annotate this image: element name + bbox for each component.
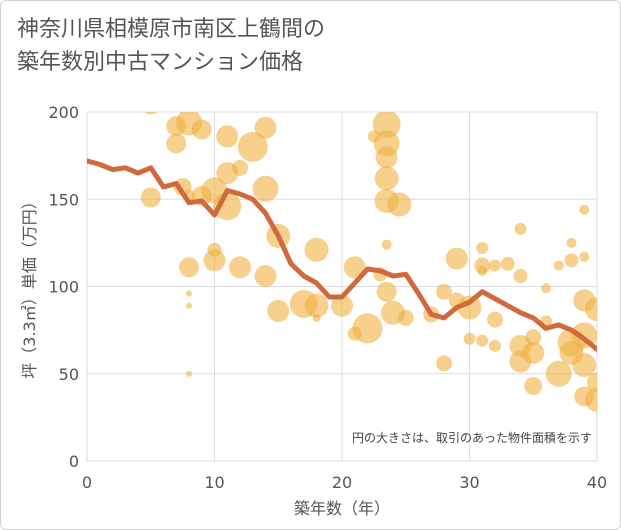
y-axis-label: 坪（3.3㎡）単価（万円）	[20, 193, 39, 378]
data-bubble	[186, 370, 192, 377]
data-bubble	[585, 387, 597, 412]
data-bubble	[375, 146, 398, 169]
data-bubble	[397, 309, 414, 326]
data-bubble	[587, 372, 597, 393]
data-bubble	[513, 269, 528, 284]
data-bubble	[352, 313, 383, 344]
y-tick-label: 0	[69, 452, 79, 471]
data-bubble	[489, 259, 501, 272]
data-bubble	[254, 116, 277, 139]
data-bubble	[579, 204, 590, 215]
data-bubble	[457, 295, 482, 320]
x-tick-label: 40	[587, 473, 607, 492]
data-bubble	[436, 355, 452, 372]
data-bubble	[312, 313, 321, 322]
y-tick-label: 100	[48, 278, 79, 297]
data-bubble	[476, 334, 489, 347]
data-bubble	[144, 112, 158, 115]
data-bubble	[522, 341, 545, 364]
data-bubble	[343, 256, 366, 279]
x-tick-label: 10	[204, 473, 224, 492]
data-bubble	[166, 133, 187, 154]
average-price-line	[87, 158, 597, 352]
chart-title-line-2: 築年数別中古マンション価格	[17, 50, 304, 75]
data-bubble	[229, 256, 251, 279]
data-bubble	[514, 222, 527, 235]
data-bubble	[585, 297, 597, 322]
x-tick-label: 30	[459, 473, 479, 492]
data-bubble	[216, 125, 239, 148]
data-bubble	[140, 187, 161, 208]
data-bubble	[254, 265, 277, 288]
data-bubble	[372, 112, 401, 139]
bubble-layer	[140, 112, 597, 412]
data-bubble	[376, 281, 397, 302]
data-bubble	[207, 242, 222, 257]
data-bubble	[476, 242, 489, 255]
chart-title: 神奈川県相模原市南区上鶴間の 築年数別中古マンション価格	[17, 13, 325, 79]
data-bubble	[436, 283, 452, 300]
y-tick-label: 50	[59, 365, 79, 384]
x-tick-label: 20	[332, 473, 352, 492]
data-bubble	[186, 290, 192, 297]
x-tick-labels: 0 10 20 30 40	[82, 473, 607, 492]
data-bubble	[331, 294, 353, 317]
data-bubble	[232, 159, 248, 176]
data-bubble	[545, 360, 572, 387]
data-bubble	[203, 249, 226, 272]
x-tick-label: 0	[82, 473, 92, 492]
data-bubble	[186, 302, 192, 309]
y-tick-label: 150	[48, 190, 79, 209]
data-bubble	[500, 256, 515, 271]
data-bubble	[553, 260, 564, 271]
y-tick-label: 200	[48, 103, 79, 122]
data-bubble	[487, 311, 503, 328]
data-bubble	[541, 283, 551, 294]
data-bubble	[191, 119, 212, 140]
data-bubble	[477, 265, 488, 276]
data-bubble	[304, 237, 329, 262]
data-bubble	[237, 131, 268, 162]
data-bubble	[489, 339, 501, 352]
data-bubble	[564, 253, 579, 268]
bubble-size-note: 円の大きさは、取引のあった物件面積を示す	[352, 430, 592, 445]
data-bubble	[524, 376, 543, 395]
data-bubble	[387, 192, 412, 217]
data-bubble	[525, 329, 542, 346]
grid-lines	[86, 111, 598, 462]
x-axis-label: 築年数（年）	[294, 499, 390, 518]
chart-title-line-1: 神奈川県相模原市南区上鶴間の	[17, 17, 326, 42]
data-bubble	[374, 166, 399, 191]
data-bubble	[579, 251, 590, 262]
y-tick-labels: 0 50 100 150 200	[48, 103, 79, 471]
data-bubble	[179, 257, 199, 278]
data-bubble	[566, 237, 577, 248]
data-bubble	[445, 247, 468, 270]
data-bubble	[463, 332, 476, 345]
data-bubble	[304, 293, 329, 318]
data-bubble	[252, 175, 279, 202]
data-bubble	[267, 299, 290, 322]
data-bubble	[572, 353, 597, 378]
data-bubble	[381, 239, 392, 250]
